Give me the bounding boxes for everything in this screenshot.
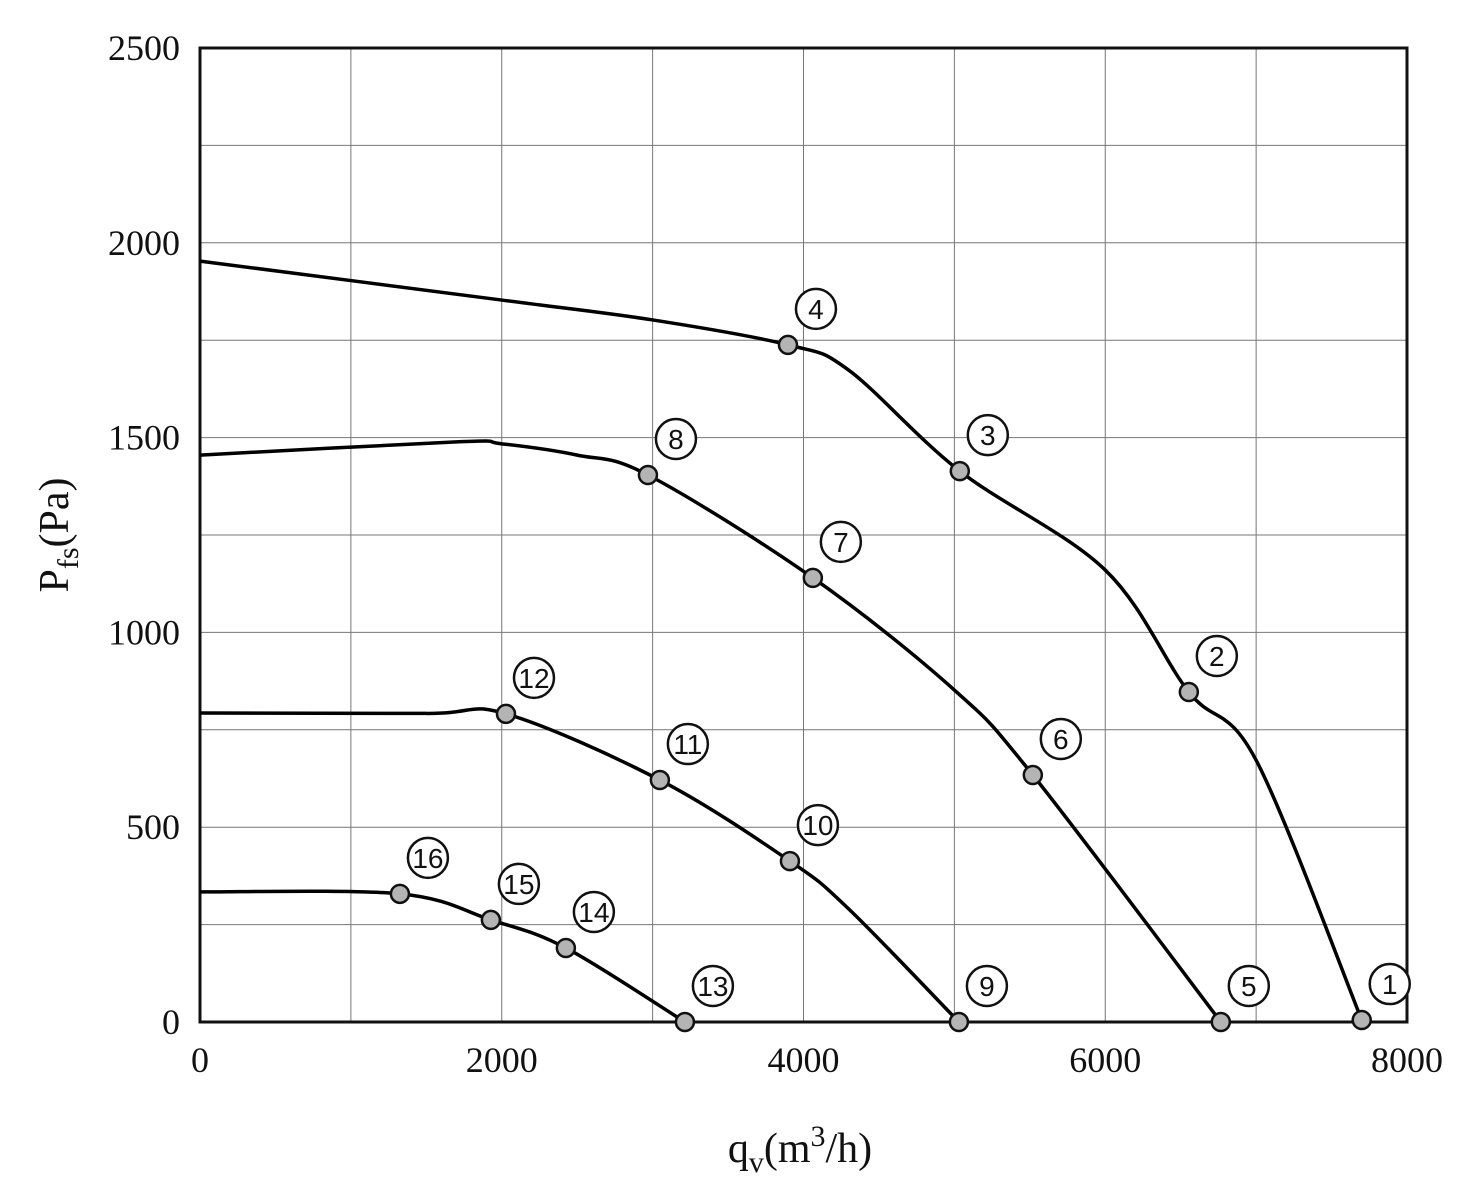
y-axis-label: Pfs(Pa) — [32, 477, 85, 592]
point-label-ring — [654, 417, 698, 461]
point-label: 9 — [979, 971, 995, 1002]
point-label-ring — [691, 964, 735, 1008]
operating-point — [637, 464, 659, 486]
y-tick-label: 2000 — [108, 223, 180, 263]
point-label: 11 — [673, 729, 702, 760]
point-label: 6 — [1053, 724, 1069, 755]
x-tick-label: 6000 — [1069, 1040, 1141, 1080]
operating-point — [674, 1011, 696, 1033]
operating-point — [1351, 1009, 1372, 1031]
point-label: 4 — [808, 294, 824, 325]
point-label-ring — [794, 287, 838, 331]
y-label-sub: fs — [52, 547, 85, 569]
point-label: 5 — [1241, 971, 1257, 1002]
operating-point — [649, 769, 671, 791]
x-label-sub: v — [749, 1146, 764, 1179]
point-label-ring — [512, 656, 556, 700]
point-label: 16 — [412, 843, 443, 874]
operating-point — [777, 334, 799, 356]
x-label-sup: 3 — [811, 1120, 826, 1153]
point-label: 10 — [802, 810, 833, 841]
point-label-ring — [966, 413, 1010, 457]
point-label-ring — [497, 862, 541, 906]
plot-frame — [198, 46, 1409, 1024]
point-label-ring — [406, 836, 450, 880]
point-label: 7 — [833, 527, 849, 558]
y-label-part: P — [32, 569, 78, 592]
operating-point — [495, 703, 517, 725]
x-tick-label: 4000 — [768, 1040, 840, 1080]
y-tick-label: 500 — [126, 807, 180, 847]
operating-point — [1210, 1011, 1232, 1033]
point-label-ring — [1039, 717, 1083, 761]
y-tick-label: 0 — [162, 1002, 180, 1042]
x-tick-label: 8000 — [1371, 1040, 1443, 1080]
point-label: 3 — [980, 420, 996, 451]
x-tick-label: 2000 — [466, 1040, 538, 1080]
point-label-ring — [819, 520, 863, 564]
operating-point — [555, 937, 577, 959]
operating-point — [389, 883, 411, 905]
fan-curve — [199, 707, 961, 1024]
x-label-part: (m — [764, 1126, 811, 1172]
point-label: 1 — [1382, 969, 1398, 1000]
y-tick-label: 1500 — [108, 418, 180, 458]
point-label: 8 — [668, 424, 684, 455]
point-label-ring — [1227, 964, 1271, 1008]
operating-point — [948, 1011, 970, 1033]
y-label-part: (Pa) — [32, 477, 78, 547]
point-label-ring — [572, 890, 616, 934]
y-tick-label: 1000 — [108, 612, 180, 652]
x-label-part: /h) — [826, 1126, 873, 1172]
y-tick-label: 2500 — [108, 28, 180, 68]
point-label: 12 — [518, 663, 549, 694]
point-label-ring — [1368, 962, 1411, 1006]
x-axis-label: qv(m3/h) — [728, 1120, 872, 1179]
point-label: 14 — [578, 897, 609, 928]
operating-point — [949, 460, 971, 482]
fan-curve — [199, 259, 1364, 1021]
operating-point — [1178, 681, 1200, 703]
point-label: 2 — [1209, 641, 1225, 672]
x-label-part: q — [728, 1126, 749, 1172]
point-label: 15 — [503, 869, 534, 900]
point-label-ring — [965, 964, 1009, 1008]
operating-point — [1022, 764, 1044, 786]
point-label-ring — [1195, 634, 1239, 678]
operating-point — [480, 909, 502, 931]
x-tick-label: 0 — [191, 1040, 209, 1080]
point-label-ring — [796, 803, 840, 847]
point-label-ring — [666, 722, 710, 766]
point-label: 13 — [697, 971, 728, 1002]
operating-point — [779, 850, 801, 872]
operating-point — [802, 567, 824, 589]
